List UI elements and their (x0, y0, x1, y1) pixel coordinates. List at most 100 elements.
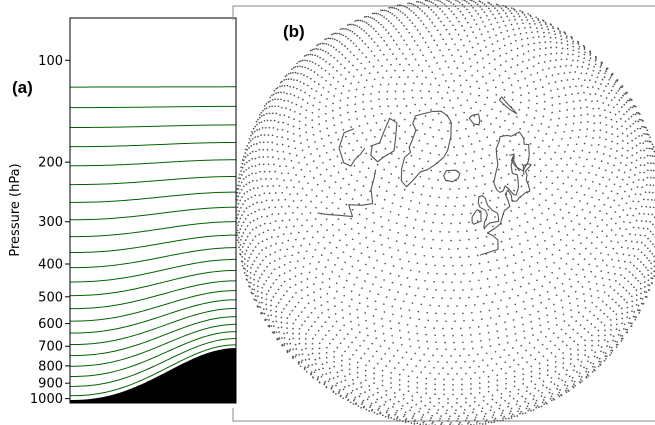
grid-point (271, 112, 274, 115)
grid-point (603, 312, 606, 315)
grid-point (360, 403, 363, 405)
grid-point (461, 3, 464, 6)
grid-point (330, 386, 333, 389)
grid-point (243, 170, 245, 173)
grid-point (277, 338, 280, 341)
grid-point (506, 341, 509, 344)
grid-point (641, 273, 644, 276)
grid-point (405, 142, 408, 145)
grid-point (460, 405, 462, 408)
grid-point (582, 268, 584, 271)
grid-point (593, 205, 596, 207)
grid-point (245, 274, 248, 277)
grid-point (270, 325, 273, 327)
grid-point (366, 297, 369, 300)
grid-point (532, 80, 535, 83)
grid-point (584, 99, 587, 101)
grid-point (444, 341, 446, 344)
grid-point (553, 213, 555, 216)
grid-point (519, 101, 522, 104)
grid-point (508, 238, 511, 240)
grid-point (425, 333, 428, 336)
grid-point (595, 305, 598, 308)
grid-point (572, 258, 575, 260)
grid-point (491, 398, 494, 401)
grid-point (565, 387, 568, 390)
grid-point (597, 88, 600, 90)
grid-point (649, 206, 652, 208)
grid-point (531, 327, 534, 330)
grid-point (499, 419, 502, 422)
grid-point (469, 65, 472, 68)
grid-point (611, 72, 614, 75)
grid-point (560, 35, 562, 37)
grid-point (407, 375, 410, 378)
grid-point (260, 215, 263, 218)
grid-point (313, 299, 316, 302)
grid-point (428, 90, 430, 93)
grid-point (311, 61, 314, 64)
grid-point (469, 377, 472, 380)
grid-point (466, 8, 468, 11)
grid-point (396, 105, 399, 107)
grid-point (648, 259, 651, 262)
grid-point (537, 36, 540, 38)
grid-point (558, 395, 561, 398)
grid-point (254, 235, 257, 238)
grid-point (293, 225, 295, 228)
grid-point (326, 98, 328, 100)
grid-point (463, 272, 465, 275)
grid-point (492, 225, 494, 228)
grid-point (496, 40, 499, 42)
grid-point (537, 19, 540, 21)
grid-point (573, 380, 576, 383)
grid-point (534, 23, 536, 25)
grid-point (277, 91, 280, 94)
grid-point (566, 234, 569, 236)
grid-point (551, 194, 554, 196)
grid-point (299, 113, 302, 115)
grid-point (544, 41, 547, 43)
grid-point (267, 325, 270, 327)
grid-point (410, 154, 413, 157)
grid-point (520, 70, 523, 73)
grid-point (339, 107, 341, 109)
grid-point (365, 236, 368, 239)
grid-point (253, 260, 256, 262)
grid-point (588, 151, 591, 154)
grid-point (361, 401, 364, 404)
grid-point (586, 120, 589, 123)
grid-point (557, 230, 560, 233)
grid-point (434, 388, 436, 391)
grid-point (626, 157, 628, 159)
grid-point (489, 144, 492, 147)
grid-point (581, 149, 584, 152)
grid-point (274, 251, 276, 254)
grid-point (531, 124, 533, 126)
grid-point (555, 317, 557, 320)
grid-point (593, 129, 595, 132)
grid-point (479, 339, 482, 342)
grid-point (608, 178, 611, 181)
grid-point (379, 345, 382, 348)
grid-point (572, 53, 574, 56)
grid-point (651, 282, 653, 284)
grid-point (318, 352, 321, 355)
grid-point (423, 12, 426, 15)
grid-point (632, 315, 635, 318)
grid-point (390, 382, 392, 384)
grid-point (339, 239, 341, 242)
grid-point (591, 301, 594, 304)
grid-point (326, 300, 329, 303)
grid-point (289, 93, 292, 95)
grid-point (399, 137, 401, 140)
grid-point (284, 212, 287, 215)
grid-point (620, 118, 622, 120)
grid-point (235, 219, 237, 222)
grid-point (481, 175, 484, 177)
grid-point (521, 11, 523, 13)
grid-point (427, 272, 430, 274)
grid-point (370, 409, 373, 412)
grid-point (644, 191, 647, 194)
grid-point (556, 88, 559, 91)
